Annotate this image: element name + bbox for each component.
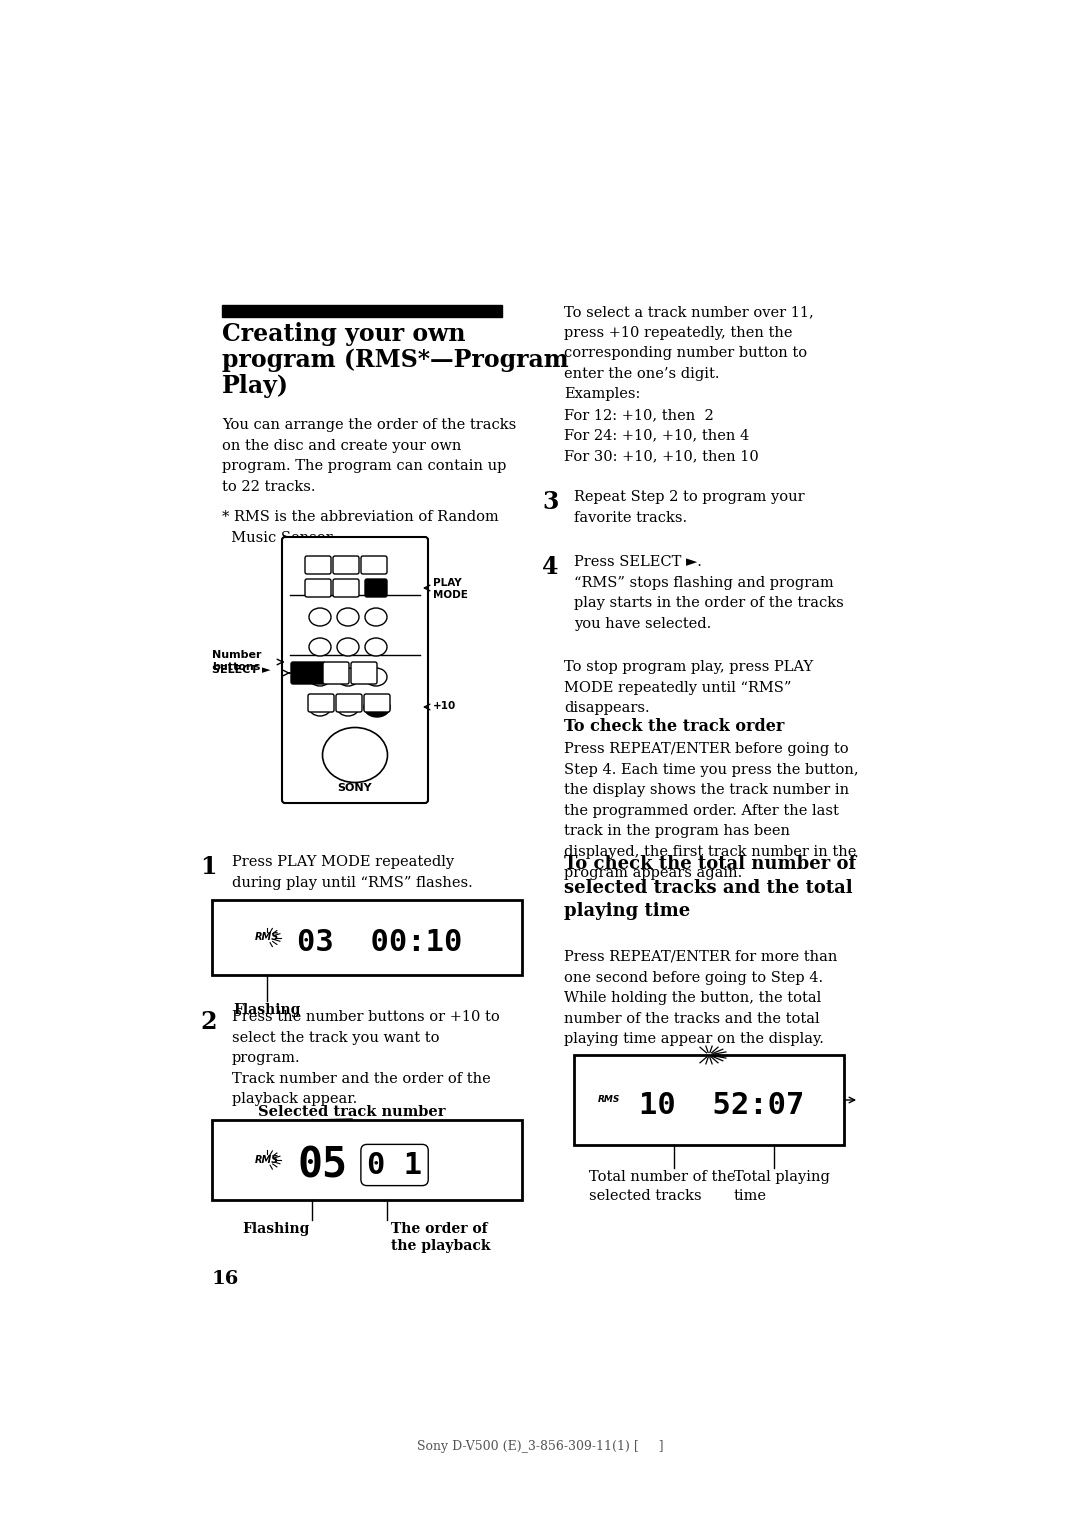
FancyBboxPatch shape	[308, 694, 334, 712]
Text: Play): Play)	[222, 374, 289, 397]
Text: 10  52:07: 10 52:07	[639, 1091, 805, 1120]
Bar	[212, 1120, 522, 1199]
Ellipse shape	[337, 668, 359, 686]
Text: Creating your own: Creating your own	[222, 322, 465, 345]
FancyBboxPatch shape	[361, 556, 387, 575]
Ellipse shape	[309, 639, 330, 656]
Ellipse shape	[337, 608, 359, 626]
Text: program (RMS*—Program: program (RMS*—Program	[222, 348, 569, 371]
Text: 1: 1	[200, 856, 216, 879]
Text: To check the total number of
selected tracks and the total
playing time: To check the total number of selected tr…	[564, 856, 856, 920]
Ellipse shape	[309, 608, 330, 626]
Text: Repeat Step 2 to program your
favorite tracks.: Repeat Step 2 to program your favorite t…	[573, 490, 805, 524]
Text: RMS: RMS	[255, 1155, 279, 1164]
Text: 05: 05	[297, 1144, 347, 1186]
Text: Selected track number: Selected track number	[258, 1105, 446, 1118]
Ellipse shape	[309, 698, 330, 717]
Text: RMS: RMS	[255, 932, 279, 943]
Text: The order of
the playback: The order of the playback	[391, 1222, 490, 1253]
Text: SONY: SONY	[338, 782, 373, 793]
Ellipse shape	[337, 639, 359, 656]
Text: 2: 2	[200, 1010, 216, 1034]
Ellipse shape	[365, 608, 387, 626]
Text: 0 1: 0 1	[367, 1151, 422, 1180]
Text: +10: +10	[433, 701, 456, 711]
Ellipse shape	[364, 697, 390, 717]
Bar	[212, 900, 522, 975]
FancyBboxPatch shape	[305, 579, 330, 597]
Text: To stop program play, press PLAY
MODE repeatedly until “RMS”
disappears.: To stop program play, press PLAY MODE re…	[564, 660, 813, 715]
Text: Flashing: Flashing	[243, 1222, 310, 1236]
Text: PLAY
MODE: PLAY MODE	[433, 578, 468, 599]
Ellipse shape	[365, 698, 387, 717]
Text: RMS: RMS	[598, 1096, 620, 1105]
Text: Press REPEAT/ENTER before going to
Step 4. Each time you press the button,
the d: Press REPEAT/ENTER before going to Step …	[564, 743, 859, 880]
Text: SELECT ►: SELECT ►	[212, 665, 270, 675]
Text: 16: 16	[212, 1270, 240, 1288]
Text: Press SELECT ►.
“RMS” stops flashing and program
play starts in the order of the: Press SELECT ►. “RMS” stops flashing and…	[573, 555, 843, 631]
Text: 03  00:10: 03 00:10	[297, 927, 462, 957]
Ellipse shape	[323, 727, 388, 782]
Text: 4: 4	[542, 555, 558, 579]
Text: Total number of the
selected tracks: Total number of the selected tracks	[589, 1170, 735, 1204]
Ellipse shape	[309, 668, 330, 686]
Ellipse shape	[365, 639, 387, 656]
FancyBboxPatch shape	[336, 694, 362, 712]
FancyBboxPatch shape	[305, 556, 330, 575]
Text: Sony D-V500 (E)_3-856-309-11(1) [     ]: Sony D-V500 (E)_3-856-309-11(1) [ ]	[417, 1439, 663, 1453]
Text: 3: 3	[542, 490, 558, 513]
Text: Number
buttons: Number buttons	[212, 649, 261, 672]
Text: Total playing
time: Total playing time	[734, 1170, 829, 1204]
FancyBboxPatch shape	[282, 536, 428, 804]
Text: Press REPEAT/ENTER for more than
one second before going to Step 4.
While holdin: Press REPEAT/ENTER for more than one sec…	[564, 950, 837, 1047]
FancyBboxPatch shape	[333, 579, 359, 597]
Ellipse shape	[337, 698, 359, 717]
FancyBboxPatch shape	[351, 662, 377, 685]
Text: Press PLAY MODE repeatedly
during play until “RMS” flashes.: Press PLAY MODE repeatedly during play u…	[232, 856, 473, 889]
Text: * RMS is the abbreviation of Random
  Music Sensor.: * RMS is the abbreviation of Random Musi…	[222, 510, 499, 544]
Bar	[222, 306, 502, 316]
FancyBboxPatch shape	[291, 662, 325, 685]
Text: Flashing: Flashing	[233, 1002, 300, 1018]
FancyBboxPatch shape	[364, 694, 390, 712]
Text: Press the number buttons or +10 to
select the track you want to
program.
Track n: Press the number buttons or +10 to selec…	[232, 1010, 500, 1106]
Text: To check the track order: To check the track order	[564, 718, 784, 735]
Text: To select a track number over 11,
press +10 repeatedly, then the
corresponding n: To select a track number over 11, press …	[564, 306, 813, 463]
FancyBboxPatch shape	[365, 579, 387, 597]
Text: You can arrange the order of the tracks
on the disc and create your own
program.: You can arrange the order of the tracks …	[222, 419, 516, 494]
Ellipse shape	[365, 668, 387, 686]
FancyBboxPatch shape	[333, 556, 359, 575]
Bar	[573, 1054, 843, 1144]
FancyBboxPatch shape	[323, 662, 349, 685]
